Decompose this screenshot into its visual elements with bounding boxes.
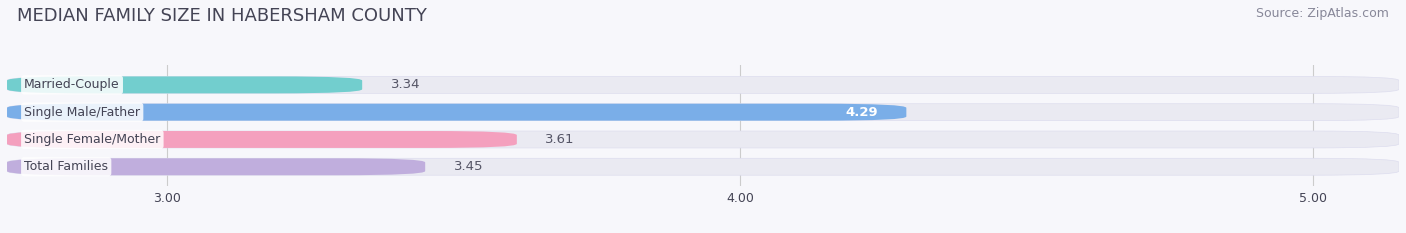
Text: 4.29: 4.29 (845, 106, 877, 119)
Text: Source: ZipAtlas.com: Source: ZipAtlas.com (1256, 7, 1389, 20)
Text: Total Families: Total Families (24, 160, 108, 173)
Text: 3.45: 3.45 (454, 160, 484, 173)
FancyBboxPatch shape (7, 158, 1399, 175)
Text: MEDIAN FAMILY SIZE IN HABERSHAM COUNTY: MEDIAN FAMILY SIZE IN HABERSHAM COUNTY (17, 7, 427, 25)
FancyBboxPatch shape (7, 131, 1399, 148)
Text: Single Female/Mother: Single Female/Mother (24, 133, 160, 146)
Text: Married-Couple: Married-Couple (24, 78, 120, 91)
Text: 3.61: 3.61 (546, 133, 575, 146)
FancyBboxPatch shape (7, 76, 363, 93)
Text: 3.34: 3.34 (391, 78, 420, 91)
FancyBboxPatch shape (7, 131, 517, 148)
FancyBboxPatch shape (7, 76, 1399, 93)
FancyBboxPatch shape (7, 158, 425, 175)
FancyBboxPatch shape (7, 104, 907, 121)
FancyBboxPatch shape (7, 104, 1399, 121)
Text: Single Male/Father: Single Male/Father (24, 106, 141, 119)
